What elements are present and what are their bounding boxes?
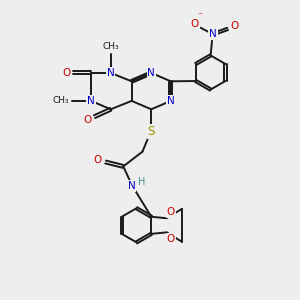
Text: O: O <box>94 155 102 165</box>
Text: O: O <box>230 21 238 31</box>
Text: S: S <box>148 124 155 138</box>
Text: ⁻: ⁻ <box>198 11 203 21</box>
Text: H: H <box>138 177 145 187</box>
Text: N: N <box>128 181 135 191</box>
Text: N: N <box>147 68 155 78</box>
Text: CH₃: CH₃ <box>53 96 69 105</box>
Text: N: N <box>107 68 115 78</box>
Text: N: N <box>167 96 175 106</box>
Text: N: N <box>209 29 217 39</box>
Text: O: O <box>84 116 92 125</box>
Text: O: O <box>62 68 70 78</box>
Text: O: O <box>167 234 175 244</box>
Text: O: O <box>190 19 199 29</box>
Text: O: O <box>167 207 175 217</box>
Text: N: N <box>87 96 95 106</box>
Text: CH₃: CH₃ <box>102 42 119 51</box>
